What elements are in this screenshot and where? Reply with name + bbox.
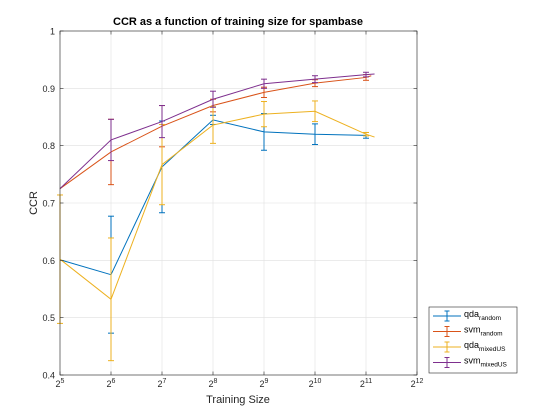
- legend-entry-qda-mixedUS: qdamixedUS: [433, 340, 506, 353]
- y-axis-label: CCR: [28, 191, 40, 215]
- error-bar: [261, 101, 267, 128]
- x-tick-label: 25: [56, 378, 65, 389]
- x-tick-label: 28: [209, 378, 218, 389]
- legend-label: qdarandom: [464, 309, 501, 322]
- series-line-qda-mixedUS: [59, 110, 375, 301]
- y-tick-label: 1: [50, 27, 55, 37]
- x-tick-label: 27: [158, 378, 167, 389]
- chart-title: CCR as a function of training size for s…: [113, 16, 363, 28]
- legend-entry-svm-random: svmrandom: [433, 325, 503, 338]
- legend-entry-qda-random: qdarandom: [433, 309, 501, 322]
- series-line-svm-mixedUS: [59, 73, 375, 190]
- ticks: [59, 30, 418, 376]
- error-bar: [363, 71, 369, 78]
- y-tick-label: 0.7: [42, 199, 55, 209]
- error-bar: [159, 105, 165, 139]
- y-tick-label: 0.5: [42, 313, 55, 323]
- error-bar: [312, 75, 318, 84]
- error-bar: [108, 118, 114, 162]
- error-bar: [363, 131, 369, 137]
- legend-entry-svm-mixedUS: svmmixedUS: [433, 356, 508, 369]
- x-tick-label: 212: [411, 378, 424, 389]
- legend-label: svmrandom: [464, 325, 503, 338]
- legend: qdarandom svmrandom qdamixedUS svmmixedUS: [428, 306, 518, 374]
- error-bar: [261, 78, 267, 89]
- series-line-svm-random: [59, 75, 372, 190]
- x-axis-label: Training Size: [206, 394, 270, 406]
- legend-label: qdamixedUS: [464, 340, 506, 353]
- error-bar: [312, 123, 318, 146]
- legend-label: svmmixedUS: [464, 356, 508, 369]
- x-tick-label: 29: [260, 378, 269, 389]
- y-tick-label: 0.4: [42, 371, 55, 381]
- x-tick-labels: 25 26 27 28 29 210 211 212: [56, 378, 424, 389]
- x-tick-label: 210: [309, 378, 322, 389]
- error-bar: [312, 100, 318, 123]
- series-svm-mixedUS: [59, 71, 375, 190]
- error-bar: [210, 90, 216, 108]
- x-tick-label: 26: [107, 378, 116, 389]
- y-tick-labels: 0.4 0.5 0.6 0.7 0.8 0.9 1: [42, 27, 55, 381]
- y-tick-label: 0.8: [42, 141, 55, 151]
- y-tick-label: 0.9: [42, 84, 55, 94]
- x-tick-label: 211: [360, 378, 372, 389]
- y-tick-label: 0.6: [42, 256, 55, 266]
- error-bar: [108, 237, 114, 362]
